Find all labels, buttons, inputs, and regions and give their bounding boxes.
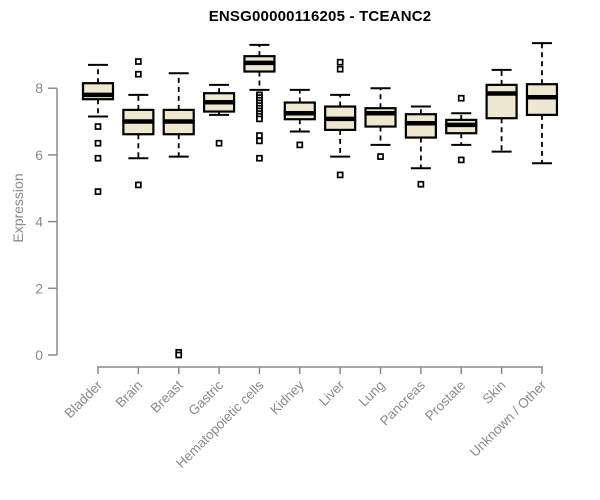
outlier-point <box>336 58 344 66</box>
box-rect <box>485 83 518 120</box>
outlier-point <box>94 188 102 195</box>
y-tick-label: 6 <box>35 147 43 163</box>
boxplot-lung <box>364 87 397 160</box>
outlier-point <box>256 115 263 123</box>
y-axis-title: Expression <box>10 173 26 243</box>
y-tick-label: 8 <box>35 80 43 96</box>
x-axis-label: Brain <box>113 378 146 411</box>
outlier-point <box>175 351 183 359</box>
outlier-point <box>135 70 142 78</box>
outlier-point <box>256 137 263 145</box>
box-rect <box>283 101 316 121</box>
boxplot-liver <box>324 58 357 179</box>
outlier-point <box>215 139 223 147</box>
boxplot-pancreas <box>404 105 437 188</box>
y-tick-label: 2 <box>35 280 43 296</box>
x-axis-label: Skin <box>480 378 509 407</box>
outlier-point <box>135 181 142 189</box>
boxplot-unknown-other <box>525 42 559 165</box>
boxplot-kidney <box>283 88 316 149</box>
x-axis-label: Liver <box>316 377 348 409</box>
boxplot-prostate <box>445 94 478 164</box>
y-tick-label: 0 <box>35 347 43 363</box>
outlier-point <box>417 180 425 188</box>
x-axis-label: Kidney <box>267 377 307 417</box>
outlier-point <box>94 139 102 147</box>
box-rect <box>525 83 559 116</box>
outlier-point <box>94 154 102 162</box>
x-axis-label: Unknown / Other <box>467 377 550 460</box>
box-rect <box>364 107 397 128</box>
outlier-point <box>135 58 142 65</box>
outlier-point <box>256 154 263 162</box>
outlier-point <box>457 94 465 102</box>
box-rect <box>404 113 437 139</box>
outlier-point <box>336 171 344 179</box>
outlier-point <box>457 156 465 164</box>
boxplot-skin <box>485 68 518 153</box>
chart-title: ENSG00000116205 - TCEANC2 <box>208 8 432 25</box>
x-axis-label: Pancreas <box>377 377 428 428</box>
x-axis-label: Prostate <box>422 378 468 424</box>
boxplot-brain <box>122 58 155 189</box>
outlier-point <box>94 123 102 130</box>
x-axis-label: Breast <box>148 377 186 415</box>
boxplot-gastric <box>202 83 236 147</box>
y-tick-label: 4 <box>35 214 43 230</box>
outlier-point <box>336 65 344 73</box>
x-axis-label: Lung <box>356 378 388 410</box>
outlier-point <box>377 153 384 160</box>
x-axis-label: Bladder <box>62 377 106 421</box>
outlier-point <box>296 141 304 149</box>
outlier-point <box>256 132 263 139</box>
boxplot-breast <box>162 72 195 359</box>
boxplot-hematopoietic-cells <box>243 43 276 162</box>
boxplot-bladder <box>81 63 115 195</box>
